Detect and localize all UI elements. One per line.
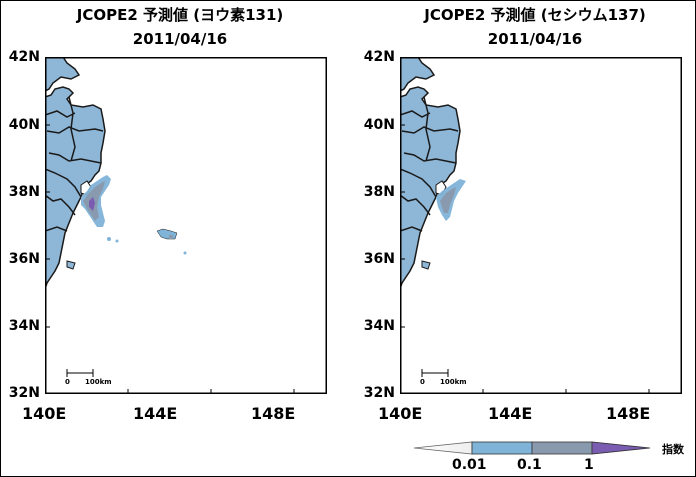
- map-title: JCOPE2 予測値 (セシウム137): [424, 6, 646, 24]
- y-tick-label: 42N: [8, 49, 40, 65]
- scale-bar: 0 100km: [65, 369, 112, 386]
- y-tick-label: 38N: [8, 184, 40, 200]
- map-date: 2011/04/16: [487, 30, 583, 48]
- land-hokkaido: [45, 57, 81, 92]
- scale-label: 100km: [85, 378, 112, 386]
- y-tick-label: 36N: [8, 251, 40, 267]
- colorbar-label: 指数: [662, 443, 684, 456]
- plume: [436, 179, 466, 221]
- land-hokkaido: [400, 57, 436, 92]
- colorbar-bar: [413, 441, 651, 455]
- colorbar-tick: 1: [584, 457, 594, 473]
- x-tick-label: 140E: [22, 404, 67, 423]
- prefecture-borders: [400, 96, 459, 232]
- map-date: 2011/04/16: [132, 30, 228, 48]
- scale-zero: 0: [65, 378, 70, 386]
- map-title: JCOPE2 予測値 (ヨウ素131): [76, 6, 284, 24]
- y-tick-label: 34N: [8, 318, 40, 334]
- y-tick-label: 34N: [363, 318, 395, 334]
- map-plot: 0 100km: [400, 57, 682, 394]
- x-tick-label: 148E: [251, 404, 296, 423]
- y-tick-label: 40N: [363, 117, 395, 133]
- y-tick-label: 38N: [363, 184, 395, 200]
- x-tick-label: 140E: [378, 404, 423, 423]
- colorbar-tick: 0.1: [517, 457, 542, 473]
- x-tick-label: 148E: [606, 404, 651, 423]
- scale-label: 100km: [440, 378, 467, 386]
- y-tick-label: 40N: [8, 117, 40, 133]
- prefecture-borders: [45, 96, 104, 232]
- scale-bar: 0 100km: [420, 369, 467, 386]
- y-tick-label: 32N: [8, 385, 40, 401]
- plume: [81, 175, 187, 255]
- x-tick-label: 144E: [488, 404, 533, 423]
- y-tick-label: 36N: [363, 251, 395, 267]
- y-tick-label: 32N: [363, 385, 395, 401]
- colorbar-tick: 0.01: [452, 457, 487, 473]
- map-plot: 0 100km: [45, 57, 327, 394]
- scale-zero: 0: [420, 378, 425, 386]
- x-tick-label: 144E: [133, 404, 178, 423]
- y-tick-label: 42N: [363, 49, 395, 65]
